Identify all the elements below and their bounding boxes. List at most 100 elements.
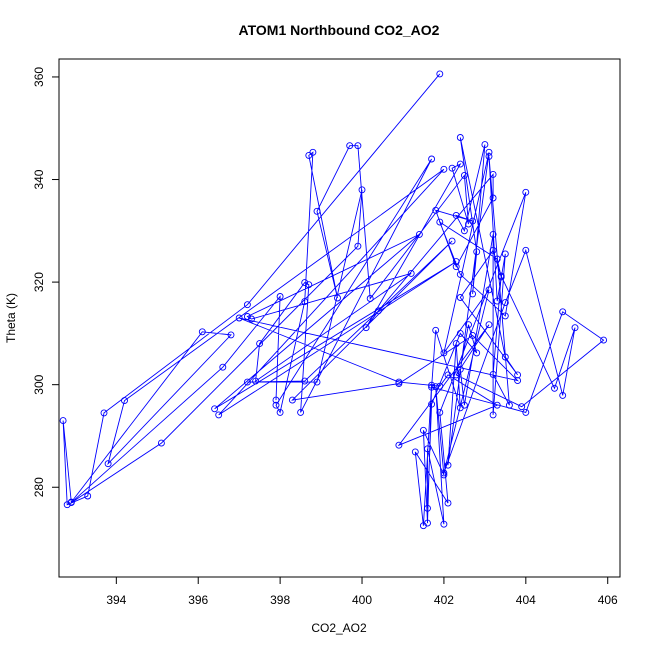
data-point (440, 165, 448, 173)
y-axis-label: Theta (K) (4, 293, 18, 343)
data-point (428, 155, 436, 163)
data-point (489, 411, 497, 419)
data-point (489, 194, 497, 202)
data-point (227, 331, 235, 339)
data-point (354, 242, 362, 250)
data-point (489, 230, 497, 238)
data-point (276, 293, 284, 300)
data-point (489, 170, 497, 178)
data-point (493, 297, 501, 305)
x-axis: 394 396 398 400 402 404 406 (106, 576, 618, 607)
data-point (551, 384, 558, 392)
data-point (485, 152, 493, 160)
data-point (444, 461, 452, 469)
data-point (473, 349, 481, 357)
data-point (395, 380, 403, 388)
data-point (432, 326, 440, 334)
data-point (419, 426, 427, 434)
data-point (235, 314, 243, 322)
y-tick-label: 360 (32, 67, 46, 87)
data-point (411, 448, 419, 456)
data-point (84, 492, 92, 500)
data-point (559, 308, 567, 316)
data-point (301, 279, 309, 287)
data-point (211, 405, 219, 413)
data-point (600, 336, 608, 344)
data-point (456, 365, 464, 373)
data-point (100, 409, 108, 417)
data-point (256, 340, 264, 348)
data-point (440, 349, 448, 357)
data-point (366, 295, 374, 302)
data-point (452, 263, 460, 271)
x-tick-label: 404 (516, 593, 536, 607)
data-point (489, 246, 497, 254)
data-point (436, 70, 444, 78)
data-point (456, 404, 464, 412)
data-point (485, 286, 493, 294)
data-point (456, 134, 464, 141)
y-tick-label: 340 (32, 169, 46, 189)
data-point (522, 246, 530, 254)
data-point (272, 401, 280, 409)
data-point (297, 408, 305, 416)
series-layer (59, 70, 608, 530)
data-point (243, 378, 251, 386)
data-point (501, 299, 509, 307)
data-point (272, 396, 280, 404)
x-tick-label: 394 (106, 593, 126, 607)
data-point (288, 396, 296, 404)
data-point (313, 378, 321, 386)
x-tick-label: 398 (270, 593, 290, 607)
data-point (428, 400, 436, 408)
data-point (559, 391, 567, 399)
data-point (436, 408, 444, 416)
x-tick-label: 396 (188, 593, 208, 607)
data-point (424, 504, 431, 512)
data-point (501, 250, 509, 258)
data-point (444, 499, 452, 507)
data-point (522, 188, 530, 196)
data-point (305, 151, 313, 159)
data-point (67, 499, 75, 507)
data-point (456, 329, 464, 337)
data-point (428, 383, 436, 391)
data-point (460, 171, 468, 179)
data-point (424, 445, 431, 453)
data-point (121, 397, 128, 405)
data-point (358, 186, 366, 194)
data-point (219, 363, 227, 371)
data-point (444, 371, 452, 379)
data-point (497, 272, 505, 280)
data-point (301, 377, 309, 385)
data-point (248, 315, 255, 323)
data-point (493, 255, 501, 263)
data-point (362, 324, 370, 332)
data-point (514, 377, 522, 385)
data-point (407, 269, 415, 277)
x-axis-label: CO2_AO2 (311, 621, 367, 635)
data-point (354, 142, 362, 150)
series-line (62, 73, 605, 526)
data-point (481, 141, 489, 149)
data-point (436, 382, 444, 390)
data-point (59, 417, 67, 425)
data-point (571, 324, 579, 332)
data-point (440, 469, 448, 477)
data-point (469, 331, 477, 339)
data-point (432, 383, 440, 391)
chart-title: ATOM1 Northbound CO2_AO2 (239, 22, 440, 38)
data-point (460, 227, 468, 235)
data-point (215, 411, 223, 419)
data-point (452, 340, 460, 348)
data-point (473, 248, 481, 256)
y-axis: 280 300 320 340 360 (32, 67, 60, 497)
plot-frame (58, 58, 621, 578)
data-point (485, 148, 493, 156)
data-point (334, 294, 341, 302)
data-point (522, 408, 530, 416)
data-point (440, 520, 448, 528)
data-point (456, 160, 464, 168)
x-tick-label: 406 (598, 593, 618, 607)
